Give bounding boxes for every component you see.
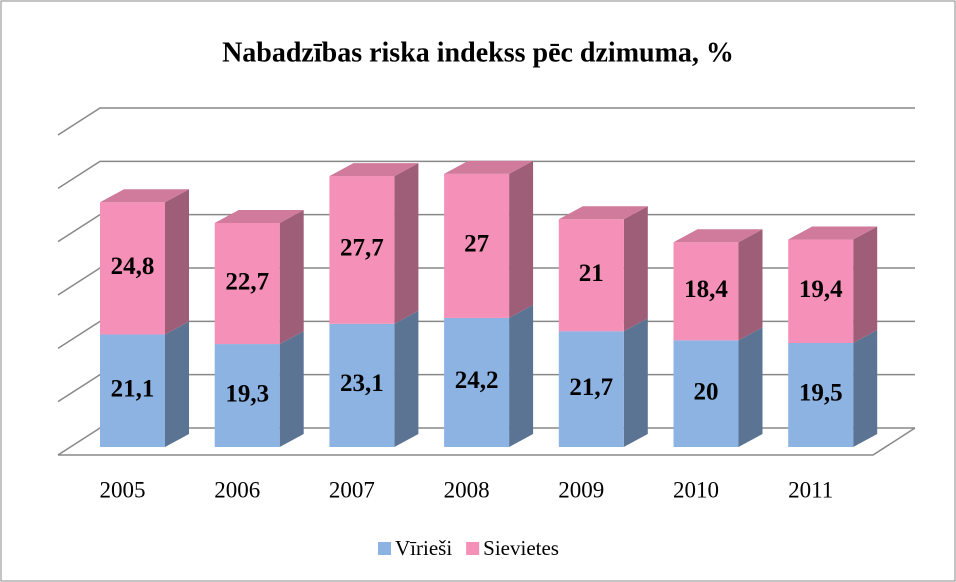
legend-label: Vīrieši [395, 536, 452, 560]
data-label: 21,7 [569, 374, 613, 401]
floor [58, 427, 916, 456]
bar [558, 219, 624, 332]
bar [444, 173, 510, 318]
bar [329, 176, 395, 324]
bar [214, 344, 280, 447]
bar-top [673, 229, 763, 243]
bar-side [165, 321, 189, 447]
bar-top [214, 210, 304, 223]
data-label: 24,8 [111, 253, 155, 280]
bar-top [329, 163, 419, 177]
x-tick-label: 2008 [444, 477, 490, 502]
bar-top [788, 226, 878, 240]
bar [673, 242, 739, 341]
bar-side [853, 330, 878, 447]
bar [100, 202, 165, 335]
x-tick-label: 2005 [100, 477, 146, 502]
x-tick-label: 2006 [214, 477, 260, 502]
data-label: 21 [579, 260, 604, 287]
bar-side [853, 226, 878, 343]
bar [673, 340, 739, 447]
grid-line [57, 160, 915, 189]
data-label: 19,4 [799, 276, 843, 303]
bar [100, 334, 165, 447]
bar [214, 223, 280, 345]
bar-side [394, 163, 419, 324]
bar-top [100, 189, 189, 203]
bar [788, 239, 854, 343]
legend-swatch [466, 542, 480, 555]
bar-top [558, 206, 648, 220]
data-label: 19,5 [799, 380, 843, 407]
data-label: 27 [464, 231, 489, 258]
data-label: 21,1 [111, 375, 155, 402]
data-label: 20 [694, 378, 719, 405]
data-label: 27,7 [340, 235, 384, 262]
bar-top [444, 160, 534, 174]
legend-label: Sievietes [483, 536, 559, 560]
bar-side [738, 229, 763, 341]
bar-side [279, 331, 304, 447]
bar [558, 331, 624, 447]
legend-swatch [378, 542, 391, 555]
data-label: 18,4 [684, 276, 728, 303]
data-label: 19,3 [225, 380, 269, 407]
x-tick-label: 2011 [788, 477, 833, 502]
grid-line [57, 107, 915, 136]
x-tick-label: 2009 [558, 477, 604, 502]
bar-side [279, 210, 304, 345]
data-label: 24,2 [455, 367, 499, 394]
bar-side [165, 189, 189, 335]
bar-side [509, 160, 534, 318]
bar-side [394, 310, 419, 447]
x-tick-label: 2007 [329, 477, 375, 502]
x-tick-label: 2010 [673, 477, 719, 502]
data-label: 22,7 [225, 268, 269, 295]
bar-side [738, 327, 763, 447]
bar-side [623, 318, 648, 447]
bar [444, 317, 510, 447]
bar-side [623, 206, 648, 332]
bar [329, 323, 395, 447]
bar-side [509, 304, 534, 447]
bar [788, 343, 854, 447]
data-label: 23,1 [340, 370, 384, 397]
chart-title: Nabadzības riska indekss pēc dzimuma, % [222, 37, 734, 68]
